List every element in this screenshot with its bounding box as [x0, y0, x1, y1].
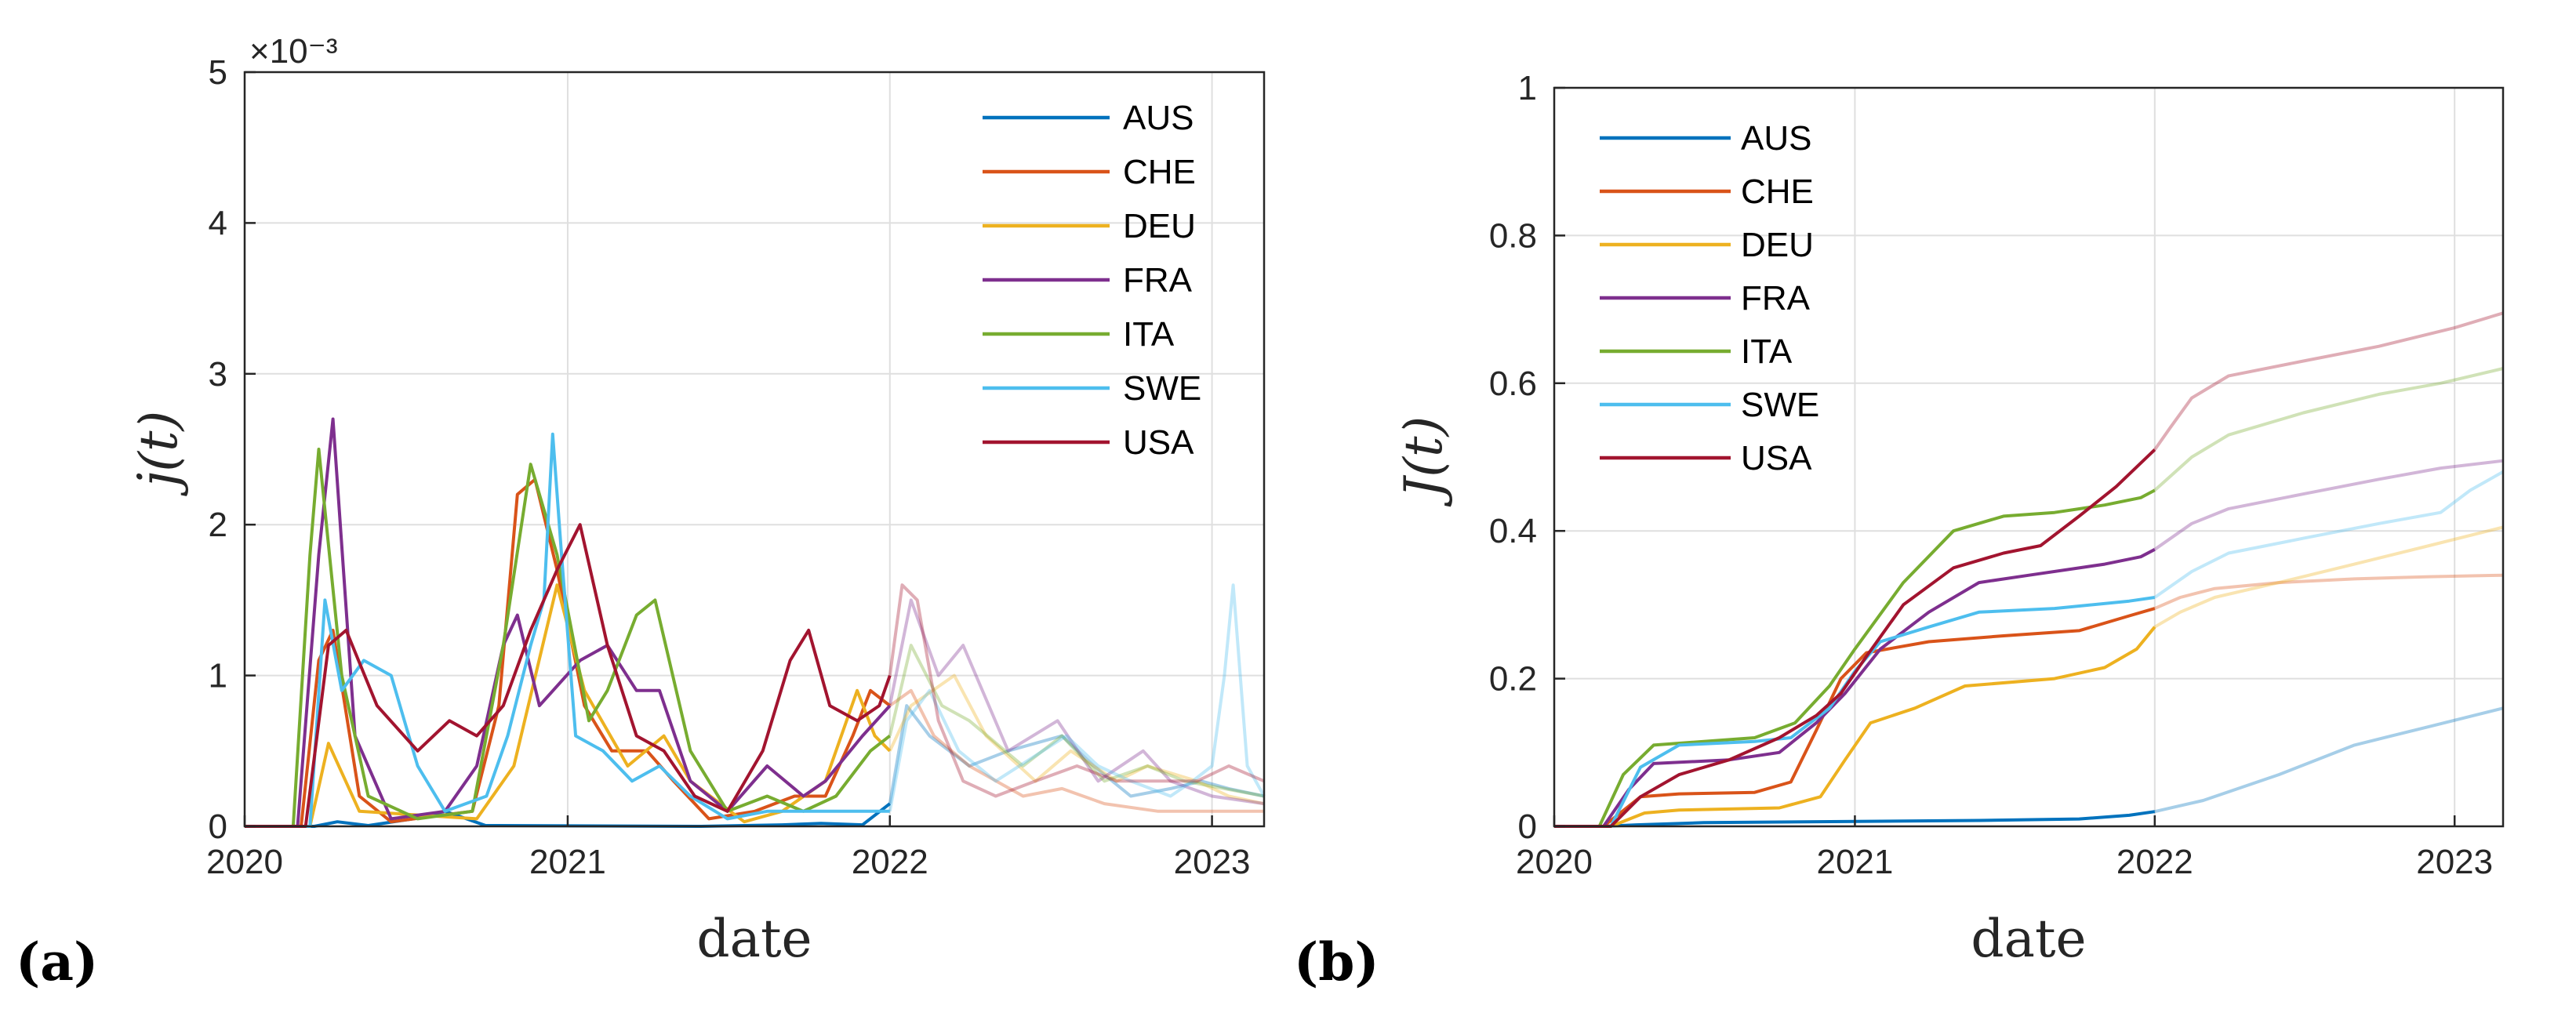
panel-a-label: (a) — [16, 931, 98, 993]
panel-a-series-aus-projected — [888, 704, 1265, 804]
panel-b-legend-label-swe: SWE — [1741, 386, 1819, 424]
panel-b-series-deu-projected — [2153, 525, 2504, 629]
panel-b-label: (b) — [1294, 931, 1379, 993]
panel-b-x-tick-label: 2023 — [2416, 843, 2493, 881]
panel-b-x-axis-label: date — [1971, 909, 2086, 969]
panel-a-y-multiplier: ×10⁻³ — [249, 32, 338, 71]
panel-a-chart: 2020 2021 2022 2023 0 1 2 3 4 5 ×10⁻³ date j̇(t)… — [16, 32, 1266, 993]
panel-a-series-ita — [245, 448, 892, 828]
panel-a-y-tick-label: 0 — [209, 808, 227, 846]
panel-b-legend-label-aus: AUS — [1741, 119, 1811, 158]
panel-a-x-ticks: 2020 2021 2022 2023 — [206, 815, 1251, 881]
panel-a-y-tick-label: 4 — [209, 204, 227, 242]
panel-a-x-axis-label: date — [696, 909, 812, 969]
panel-a-series-che-projected — [888, 688, 1264, 813]
panel-a-legend-label-aus: AUS — [1123, 99, 1194, 137]
panel-a-y-tick-label: 1 — [209, 657, 227, 695]
panel-a-y-axis-label: j̇(t) — [129, 411, 189, 496]
panel-a-series-swe-projected — [888, 583, 1266, 812]
panel-a-legend-label-usa: USA — [1123, 423, 1194, 462]
panel-b-series-usa — [1554, 448, 2156, 828]
panel-a-legend-label-ita: ITA — [1123, 315, 1175, 354]
panel-b-series-fra-projected — [2153, 459, 2504, 551]
panel-a-legend-label-che: CHE — [1123, 153, 1196, 191]
panel-b-x-tick-label: 2021 — [1816, 843, 1893, 881]
panel-b-faded-series — [2153, 311, 2504, 814]
panel-b-series-che-projected — [2154, 573, 2504, 610]
panel-a-plot-area — [245, 72, 1264, 826]
panel-a-faded-series — [888, 583, 1266, 813]
panel-b-legend-label-che: CHE — [1741, 172, 1814, 211]
panel-a-legend-label-fra: FRA — [1123, 261, 1193, 299]
panel-b-y-ticks: 0 0.2 0.4 0.6 0.8 1 — [1489, 69, 1565, 846]
panel-a-x-tick-label: 2022 — [852, 843, 928, 881]
panel-a-solid-series — [245, 417, 892, 828]
panel-a-series-fra — [245, 417, 892, 828]
panel-a-legend: AUS CHE DEU FRA ITA SWE USA — [983, 99, 1201, 462]
panel-a-y-tick-label: 3 — [209, 355, 227, 394]
panel-a-y-ticks: 0 1 2 3 4 5 — [209, 53, 256, 846]
panel-b-y-tick-label: 0.2 — [1489, 660, 1537, 699]
panel-b-series-aus-projected — [2154, 706, 2504, 814]
panel-b-axes-box — [1553, 86, 2505, 828]
panel-a-legend-label-swe: SWE — [1123, 369, 1201, 408]
panel-b-legend-label-deu: DEU — [1741, 226, 1814, 264]
panel-b-y-tick-label: 0.8 — [1489, 216, 1537, 255]
panel-b-x-tick-label: 2022 — [2116, 843, 2193, 881]
panel-b-y-axis-label: J(t) — [1393, 416, 1454, 507]
panel-b-x-ticks: 2020 2021 2022 2023 — [1516, 815, 2493, 881]
panel-a-x-tick-label: 2020 — [206, 843, 283, 881]
panel-a-x-tick-label: 2023 — [1174, 843, 1251, 881]
panel-b-series-fra — [1554, 548, 2156, 828]
panel-a-y-tick-label: 5 — [209, 53, 227, 92]
panel-b-x-tick-label: 2020 — [1516, 843, 1593, 881]
panel-b-y-tick-label: 0 — [1518, 808, 1537, 846]
panel-a-y-tick-label: 2 — [209, 506, 227, 544]
panel-b-y-tick-label: 1 — [1518, 69, 1537, 107]
panel-b-series-usa-projected — [2153, 311, 2504, 451]
panel-b-legend-label-fra: FRA — [1741, 279, 1811, 318]
panel-a-legend-label-deu: DEU — [1123, 207, 1196, 245]
panel-a-series-deu-projected — [888, 673, 1265, 806]
panel-b-legend-label-usa: USA — [1741, 439, 1812, 477]
panel-b-series-deu — [1554, 626, 2156, 828]
panel-b-y-tick-label: 0.4 — [1489, 512, 1537, 550]
panel-b-y-tick-label: 0.6 — [1489, 365, 1537, 403]
panel-b-legend-label-ita: ITA — [1741, 332, 1793, 371]
panel-a-series-usa-projected — [888, 583, 1265, 798]
panel-a-series-deu — [245, 583, 892, 828]
panel-a-series-fra-projected — [888, 598, 1265, 806]
panel-a-series-usa — [245, 523, 892, 828]
panel-a-series-ita-projected — [888, 644, 1265, 798]
panel-a-x-tick-label: 2021 — [529, 843, 606, 881]
panel-b-series-swe-projected — [2153, 470, 2504, 599]
panel-a-series-swe — [245, 432, 890, 828]
panel-a-axes-box — [243, 71, 1266, 828]
panel-b-series-ita-projected — [2153, 367, 2504, 492]
panel-b-chart: 2020 2021 2022 2023 0 0.2 0.4 0.6 0.8 1 date J(t… — [1294, 69, 2505, 993]
panel-b-legend: AUS CHE DEU FRA ITA SWE USA — [1600, 119, 1819, 477]
